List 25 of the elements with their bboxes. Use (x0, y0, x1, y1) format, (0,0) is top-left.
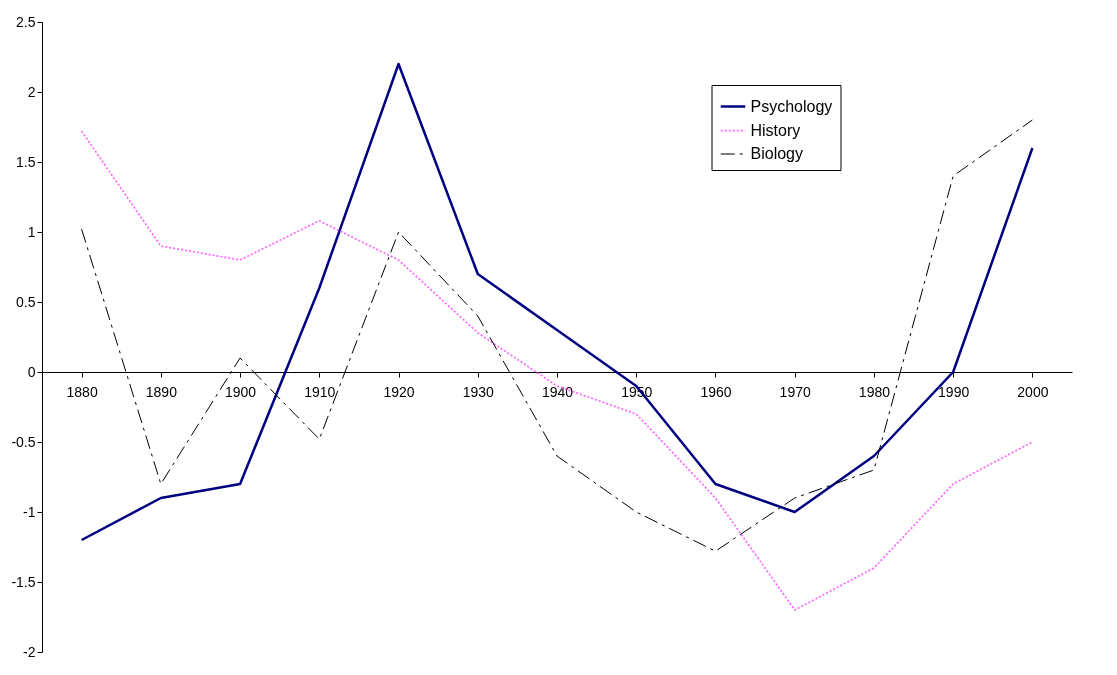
y-tick-label: 2.5 (16, 13, 36, 30)
x-tick-label: 1940 (541, 383, 574, 400)
x-tick-label: 1890 (145, 383, 178, 400)
legend-label: Psychology (750, 97, 833, 115)
y-tick-label: 1 (27, 223, 36, 240)
y-tick-label: -2 (23, 643, 36, 660)
x-tick-label: 1930 (462, 383, 495, 400)
x-tick-label: 1910 (304, 383, 336, 400)
y-tick-label: 2 (27, 83, 36, 100)
y-tick-label: 1.5 (16, 153, 36, 170)
y-tick-label: -1 (23, 503, 36, 520)
x-tick-label: 1960 (700, 383, 732, 400)
y-tick-label: 0.5 (16, 293, 36, 310)
y-tick-label: 0 (27, 363, 36, 380)
x-tick-label: 2000 (1017, 383, 1049, 400)
x-tick-label: 1990 (938, 383, 970, 400)
x-tick-label: 1900 (225, 383, 257, 400)
x-tick-label: 1970 (779, 383, 811, 400)
y-tick-label: -0.5 (11, 433, 36, 450)
legend-label: History (750, 121, 801, 139)
x-tick-label: 1980 (858, 383, 891, 400)
x-tick-label: 1920 (383, 383, 415, 400)
y-tick-label: -1.5 (11, 573, 36, 590)
legend-label: Biology (750, 145, 803, 162)
x-tick-label: 1880 (66, 383, 98, 400)
